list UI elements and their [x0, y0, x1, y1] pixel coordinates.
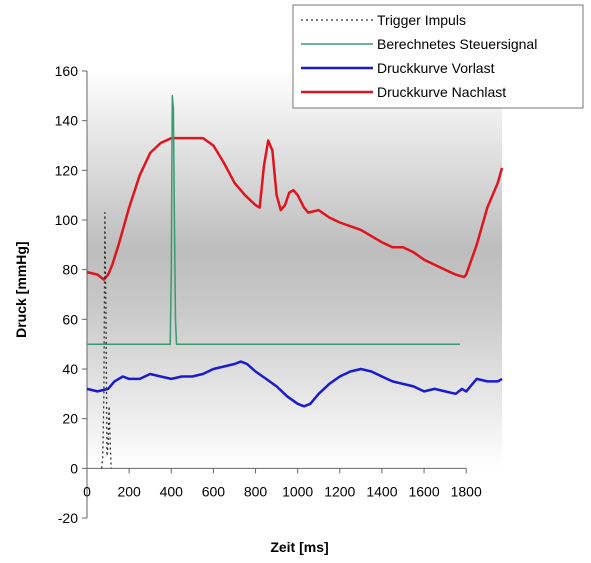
x-tick-label: 800 — [244, 483, 268, 499]
legend-label: Druckkurve Nachlast — [377, 84, 506, 100]
y-tick-label: 60 — [62, 311, 78, 327]
y-axis-title: Druck [mmHg] — [13, 241, 29, 337]
series-line-2 — [86, 360, 503, 408]
legend-label: Trigger Impuls — [377, 12, 466, 28]
legend: Trigger Impuls Berechnetes Steuersignal Dr… — [292, 4, 584, 109]
legend-label: Druckkurve Vorlast — [377, 60, 495, 76]
x-tick-label: 1400 — [366, 483, 397, 499]
y-tick-label: 160 — [55, 63, 79, 79]
series-line-3 — [86, 136, 504, 281]
x-axis-title: Zeit [ms] — [270, 539, 328, 555]
series-layer — [86, 95, 504, 469]
legend-label: Berechnetes Steuersignal — [377, 36, 537, 52]
x-tick-label: 600 — [202, 483, 226, 499]
y-tick-label: 20 — [62, 411, 78, 427]
series-line-1 — [87, 95, 460, 345]
x-tick-label: 1800 — [451, 483, 482, 499]
x-tick-label: 1000 — [282, 483, 313, 499]
x-tick-label: 200 — [117, 483, 141, 499]
x-tick-label: 400 — [160, 483, 184, 499]
y-tick-label: 140 — [55, 113, 79, 129]
x-tick-label: 1200 — [324, 483, 355, 499]
x-tick-label: 1600 — [408, 483, 439, 499]
y-tick-label: 120 — [55, 162, 79, 178]
y-tick-label: 100 — [55, 212, 79, 228]
y-tick-label: -20 — [58, 510, 78, 526]
series-line-0 — [101, 211, 112, 469]
plot-background — [87, 71, 502, 469]
y-tick-label: 40 — [62, 361, 78, 377]
y-tick-label: 80 — [62, 262, 78, 278]
y-tick-label: 0 — [70, 460, 78, 476]
x-tick-label: 0 — [83, 483, 91, 499]
